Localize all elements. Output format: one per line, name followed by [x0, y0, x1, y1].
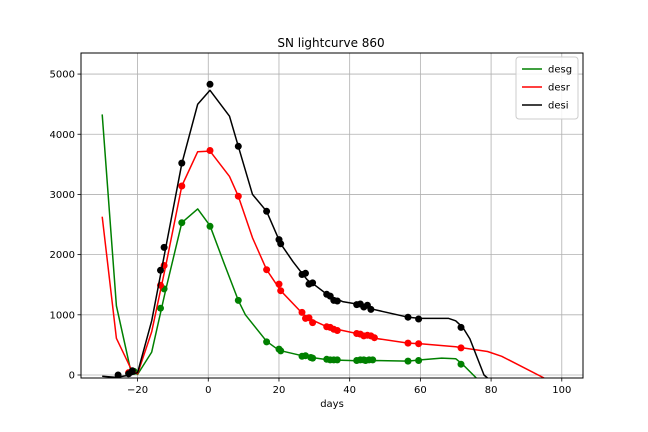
data-point-desi [263, 207, 271, 215]
series-desi [102, 80, 488, 378]
data-point-desg [234, 296, 242, 304]
data-point-desr [298, 308, 306, 316]
data-point-desr [277, 287, 285, 295]
x-tick-label: 80 [485, 385, 498, 396]
data-point-desr [457, 344, 465, 352]
chart-title: SN lightcurve 860 [277, 36, 384, 50]
y-tick-label: 0 [69, 370, 75, 381]
series-desg [101, 114, 478, 378]
data-point-desg [404, 357, 412, 365]
data-point-desi [114, 371, 122, 378]
legend-label-desg: desg [548, 65, 572, 76]
data-point-desg [206, 222, 214, 230]
data-point-desr [234, 192, 242, 200]
data-point-desi [457, 323, 465, 331]
data-point-desg [309, 354, 317, 362]
y-tick-label: 2000 [50, 250, 75, 261]
data-point-desr [305, 314, 313, 322]
y-tick-label: 1000 [50, 310, 75, 321]
data-point-desg [302, 352, 309, 360]
legend-label-desi: desi [548, 101, 569, 112]
data-point-desr [263, 266, 271, 274]
data-point-desi [309, 279, 317, 287]
data-point-desg [178, 219, 186, 227]
data-point-desr [415, 340, 423, 348]
x-tick-label: −20 [127, 385, 148, 396]
x-tick-label: 0 [205, 385, 211, 396]
series-layer [101, 80, 545, 378]
data-point-desr [178, 182, 186, 190]
data-point-desi [404, 313, 412, 321]
legend: desg desr desi [515, 56, 579, 120]
data-point-desi [128, 367, 136, 375]
legend-label-desr: desr [548, 83, 571, 94]
data-point-desi [206, 80, 214, 88]
data-point-desr [333, 327, 341, 334]
plot-frame [80, 52, 584, 379]
legend-box [515, 56, 579, 120]
data-point-desg [333, 356, 341, 364]
data-point-desr [404, 339, 412, 347]
x-tick-label: 20 [273, 385, 286, 396]
y-tick-label: 4000 [50, 130, 75, 141]
y-tick-label: 5000 [50, 70, 75, 81]
data-point-desi [367, 305, 375, 313]
data-point-desi [333, 297, 341, 305]
x-tick-label: 40 [343, 385, 356, 396]
data-point-desi [178, 159, 186, 167]
data-point-desr [206, 147, 214, 154]
data-point-desi [415, 315, 423, 323]
data-point-desi [157, 266, 164, 274]
data-point-desg [457, 360, 465, 368]
data-point-desg [277, 347, 285, 355]
x-tick-label: 100 [552, 385, 571, 396]
x-tick-label: 60 [414, 385, 427, 396]
data-point-desi [234, 142, 242, 150]
data-point-desg [415, 357, 423, 364]
data-point-desi [160, 243, 168, 251]
data-point-desr [370, 334, 378, 342]
y-tick-label: 3000 [50, 190, 75, 201]
data-point-desg [263, 338, 271, 346]
grid [81, 53, 583, 378]
data-point-desg [157, 304, 164, 312]
data-point-desg [369, 356, 377, 364]
data-point-desr [309, 319, 317, 327]
x-axis-label: days [320, 399, 344, 410]
data-point-desi [302, 269, 309, 277]
data-point-desr [275, 280, 283, 288]
series-desr [101, 147, 545, 378]
data-point-desi [277, 240, 285, 248]
